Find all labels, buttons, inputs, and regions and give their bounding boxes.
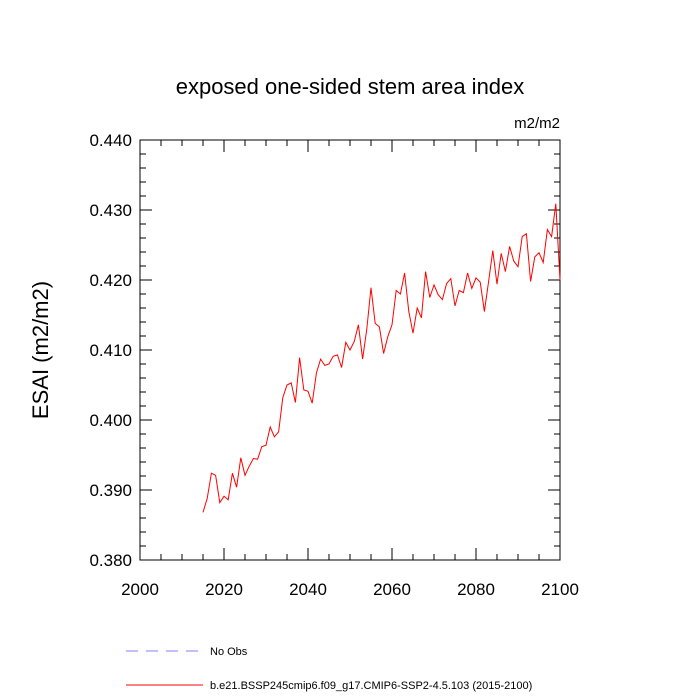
y-tick-label: 0.430 [89, 201, 132, 220]
x-tick-label: 2100 [541, 580, 579, 599]
y-tick-label: 0.390 [89, 481, 132, 500]
y-tick-label: 0.400 [89, 411, 132, 430]
series-layer [202, 203, 561, 513]
x-tick-label: 2040 [289, 580, 327, 599]
units-label: m2/m2 [514, 115, 560, 132]
y-tick-label: 0.380 [89, 551, 132, 570]
x-tick-label: 2000 [121, 580, 159, 599]
y-tick-label: 0.410 [89, 341, 132, 360]
y-axis-title: ESAI (m2/m2) [28, 281, 53, 419]
y-tick-label: 0.440 [89, 131, 132, 150]
legend: No Obs b.e21.BSSP245cmip6.f09_g17.CMIP6-S… [126, 646, 532, 692]
series-line [202, 203, 561, 513]
chart-title: exposed one-sided stem area index [176, 74, 525, 99]
legend-label: b.e21.BSSP245cmip6.f09_g17.CMIP6-SSP2-4.… [210, 680, 532, 692]
legend-label: No Obs [210, 646, 248, 658]
x-tick-label: 2020 [205, 580, 243, 599]
y-tick-label: 0.420 [89, 271, 132, 290]
axis-ticks: 2000 2020 2040 2060 2080 2100 0.380 0.390 0.400 0… [89, 131, 578, 599]
x-tick-label: 2080 [457, 580, 495, 599]
x-tick-label: 2060 [373, 580, 411, 599]
